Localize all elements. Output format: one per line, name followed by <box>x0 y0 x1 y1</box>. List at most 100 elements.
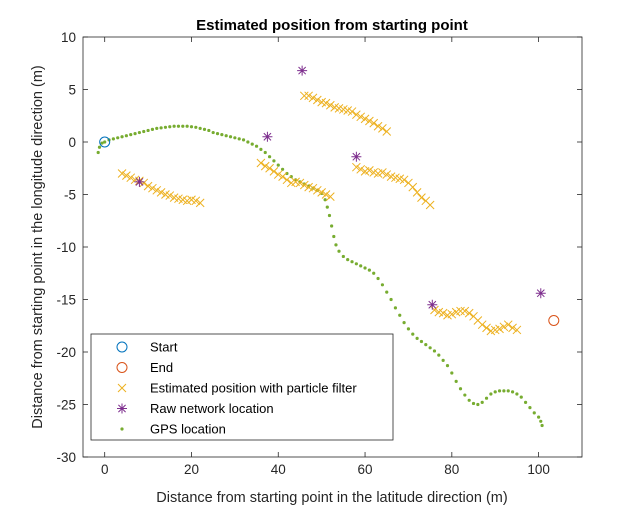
estimated-position-with-particle-filter-point <box>399 175 409 185</box>
gps-location-point <box>450 371 454 375</box>
estimated-position-with-particle-filter-point <box>325 192 335 201</box>
gps-location-point <box>398 313 402 317</box>
gps-location-point <box>176 124 181 128</box>
legend-marker <box>120 427 124 431</box>
gps-location-point <box>484 396 489 400</box>
y-tick-label: -20 <box>56 345 76 360</box>
legend-label: GPS location <box>150 422 226 437</box>
estimated-position-with-particle-filter-point <box>312 185 322 195</box>
legend-label: Estimated position with particle filter <box>150 381 357 396</box>
gps-location-point <box>445 364 450 368</box>
gps-location-point <box>497 389 502 393</box>
estimated-position-with-particle-filter-point <box>447 309 457 319</box>
gps-location-point <box>129 133 133 137</box>
estimated-position-with-particle-filter-point <box>325 100 335 110</box>
estimated-position-with-particle-filter-point <box>269 167 279 176</box>
gps-location-point <box>480 400 484 404</box>
estimated-position-with-particle-filter-point <box>148 183 157 193</box>
estimated-position-with-particle-filter-point <box>365 116 374 126</box>
gps-location-point <box>325 205 329 209</box>
gps-location-point <box>224 134 228 138</box>
y-tick-label: -15 <box>56 293 76 308</box>
gps-location-point <box>350 260 354 264</box>
estimated-position-with-particle-filter-point <box>512 325 522 335</box>
gps-location-point <box>202 127 207 131</box>
gps-location-point <box>419 339 424 344</box>
estimated-position-with-particle-filter-point <box>304 91 313 101</box>
end-point <box>548 315 560 326</box>
estimated-position-with-particle-filter-point <box>321 190 331 199</box>
gps-location-point <box>155 126 159 130</box>
gps-location-point <box>393 306 398 310</box>
gps-location-point <box>380 283 384 287</box>
gps-location-point <box>540 423 544 428</box>
estimated-position-with-particle-filter-point <box>191 196 201 206</box>
gps-location-point <box>215 132 220 136</box>
gps-location-point <box>471 401 476 406</box>
y-tick-label: -30 <box>56 450 76 465</box>
gps-location-point <box>142 129 146 134</box>
estimated-position-with-particle-filter-point <box>321 98 331 108</box>
plot-frame <box>82 36 583 458</box>
estimated-position-with-particle-filter-point <box>308 93 318 103</box>
x-tick-label: 60 <box>358 462 373 477</box>
chart-title: Estimated position from starting point <box>196 17 468 34</box>
gps-location-point <box>150 127 155 131</box>
y-tick-label: -10 <box>56 240 76 255</box>
gps-location-point <box>172 124 176 128</box>
gps-location-point <box>198 126 202 130</box>
gps-location-point <box>211 130 215 135</box>
estimated-position-with-particle-filter-point <box>373 121 383 131</box>
estimated-position-with-particle-filter-point <box>156 188 166 197</box>
estimated-position-with-particle-filter-point <box>260 161 270 171</box>
estimated-position-with-particle-filter-point <box>503 320 513 330</box>
series-end <box>548 315 560 326</box>
legend-label: End <box>150 360 173 375</box>
gps-location-point <box>463 393 467 397</box>
estimated-position-with-particle-filter-point <box>382 127 392 136</box>
estimated-position-with-particle-filter-point <box>482 323 491 333</box>
gps-location-point <box>528 406 532 410</box>
y-tick-label: 5 <box>68 83 76 98</box>
gps-location-point <box>402 321 406 325</box>
estimated-position-with-particle-filter-point <box>378 123 387 133</box>
estimated-position-with-particle-filter-point <box>378 168 387 177</box>
x-axis-label: Distance from starting point in the lati… <box>156 490 507 506</box>
legend-box <box>90 333 394 441</box>
gps-location-point <box>510 390 515 394</box>
estimated-position-with-particle-filter-point <box>126 173 136 183</box>
legend-label: Raw network location <box>150 401 274 416</box>
estimated-position-with-particle-filter-point <box>456 306 465 316</box>
estimated-position-with-particle-filter-point <box>295 178 305 188</box>
axis-ticks: 0 20 40 60 80 100 -30 -25 -20 -15 -10 -5 0 5 10 <box>56 30 582 477</box>
gps-location-point <box>519 395 523 399</box>
gps-location-point <box>116 136 120 140</box>
y-tick-label: 10 <box>61 30 76 45</box>
estimated-position-with-particle-filter-point <box>273 170 283 179</box>
gps-location-point <box>385 290 389 294</box>
gps-location-point <box>137 130 142 135</box>
estimated-position-with-particle-filter-point <box>438 308 448 318</box>
estimated-position-with-particle-filter-point <box>347 107 357 116</box>
estimated-position-with-particle-filter-point <box>278 172 287 182</box>
gps-location-point <box>424 343 428 347</box>
gps-location-point <box>406 327 411 331</box>
y-tick-label: 0 <box>68 135 76 150</box>
estimated-position-with-particle-filter-point <box>464 308 474 318</box>
estimated-position-with-particle-filter-point <box>195 198 205 208</box>
gps-location-point <box>259 147 263 151</box>
raw-network-location-point <box>427 299 438 310</box>
gps-location-point <box>337 249 341 253</box>
gps-location-point <box>233 136 237 140</box>
estimated-position-with-particle-filter-point <box>312 95 322 105</box>
gps-location-point <box>168 125 172 129</box>
legend-marker <box>117 383 127 393</box>
estimated-position-with-particle-filter-point <box>425 200 435 210</box>
estimated-position-with-particle-filter-point <box>477 320 487 330</box>
gps-location-point <box>159 126 163 130</box>
legend: Start End Estimated position with particle… <box>90 333 394 441</box>
gps-location-point <box>133 132 137 136</box>
estimated-position-with-particle-filter-point <box>356 112 366 122</box>
gps-location-point <box>354 262 358 266</box>
estimated-position-with-particle-filter-point <box>143 181 153 191</box>
